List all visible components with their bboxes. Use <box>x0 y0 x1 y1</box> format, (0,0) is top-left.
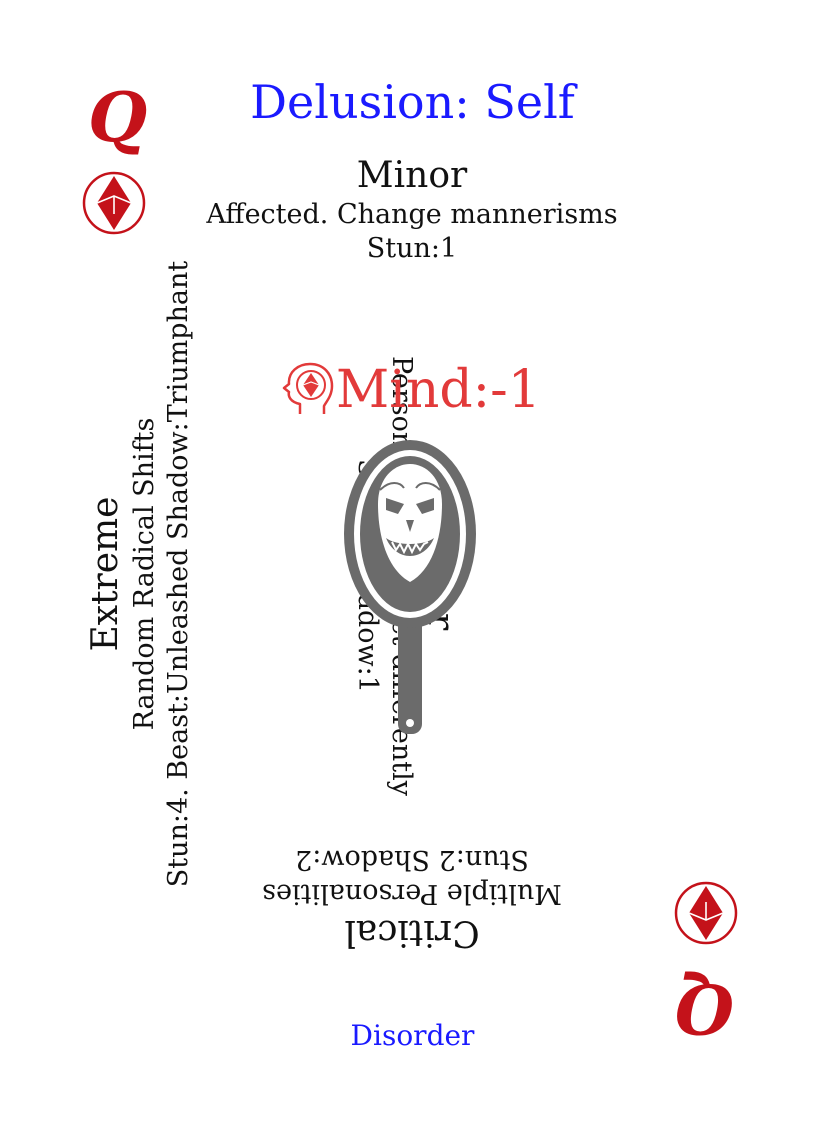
card-title: Delusion: Self <box>250 75 575 129</box>
haunted-hand-mirror-icon <box>344 440 476 734</box>
head-with-diamond-icon <box>282 362 334 414</box>
card-footer: Disorder <box>350 1019 475 1052</box>
critical-severity: Critical <box>344 912 480 953</box>
critical-description: Multiple Personalities <box>262 878 562 909</box>
minor-severity: Minor <box>356 155 468 196</box>
minor-effect: Minor Affected. Change mannerisms Stun:1 <box>112 154 712 266</box>
extreme-effect: Extreme Random Radical Shifts Stun:4. Be… <box>84 244 196 904</box>
rank-top-left: Q <box>88 78 148 158</box>
mind-modifier: Mind:-1 <box>280 358 541 422</box>
mind-label: Mind:-1 <box>336 360 541 420</box>
minor-description: Affected. Change mannerisms <box>206 199 618 230</box>
diamond-suit-icon <box>674 881 738 945</box>
critical-effect: Critical Multiple Personalities Stun:2 S… <box>112 842 712 954</box>
extreme-severity: Extreme <box>85 496 126 652</box>
critical-stats: Stun:2 Shadow:2 <box>295 844 529 875</box>
extreme-stats: Stun:4. Beast:Unleashed Shadow:Triumphan… <box>163 260 194 888</box>
extreme-description: Random Radical Shifts <box>129 417 160 731</box>
minor-stats: Stun:1 <box>366 233 458 264</box>
diamond-suit-icon <box>82 171 146 235</box>
